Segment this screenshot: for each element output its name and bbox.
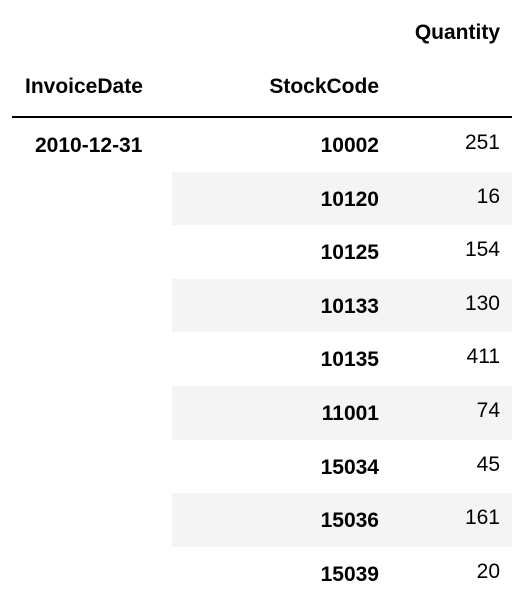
cell-stock-code: 10125 [320, 241, 379, 265]
dataframe-table: Quantity InvoiceDate StockCode 2010-12-3… [12, 0, 512, 600]
row-stripe [172, 493, 512, 547]
table-row: 10135 411 [12, 332, 512, 386]
index-name-invoicedate: InvoiceDate [25, 75, 143, 98]
table-row: 15034 45 [12, 440, 512, 494]
cell-quantity: 251 [464, 131, 500, 154]
row-stripe [172, 385, 512, 440]
index-names-row: InvoiceDate StockCode [12, 60, 512, 116]
cell-stock-code: 10133 [320, 294, 379, 318]
table-body: 2010-12-31 10002 251 10120 16 10125 154 10133 13… [12, 118, 512, 600]
row-stripe [172, 278, 512, 333]
cell-quantity: 130 [464, 291, 500, 315]
table-row: 10125 154 [12, 225, 512, 279]
table-row: 10120 16 [12, 171, 512, 226]
cell-quantity: 20 [476, 559, 500, 583]
cell-quantity: 161 [464, 506, 500, 530]
index-name-stockcode: StockCode [269, 75, 379, 98]
cell-stock-code: 15039 [320, 562, 379, 586]
cell-quantity: 154 [464, 238, 500, 262]
table-row: 11001 74 [12, 385, 512, 440]
cell-stock-code: 15036 [320, 509, 379, 533]
column-header-quantity: Quantity [414, 21, 500, 44]
cell-stock-code: 10135 [320, 348, 379, 372]
table-row: 15036 161 [12, 493, 512, 547]
cell-stock-code: 10002 [320, 134, 379, 157]
cell-stock-code: 10120 [320, 187, 379, 211]
table-row: 2010-12-31 10002 251 [12, 118, 512, 172]
cell-quantity: 16 [476, 184, 500, 208]
table-row: 15039 20 [12, 547, 512, 601]
column-header-row: Quantity [12, 0, 512, 60]
table-row: 10133 130 [12, 278, 512, 333]
cell-stock-code: 11001 [321, 401, 379, 425]
cell-quantity: 74 [476, 398, 500, 422]
row-stripe [172, 171, 512, 226]
cell-invoice-date: 2010-12-31 [35, 134, 143, 157]
cell-quantity: 45 [476, 452, 500, 476]
header-divider [12, 116, 512, 118]
cell-stock-code: 15034 [320, 455, 379, 479]
cell-quantity: 411 [466, 345, 500, 369]
